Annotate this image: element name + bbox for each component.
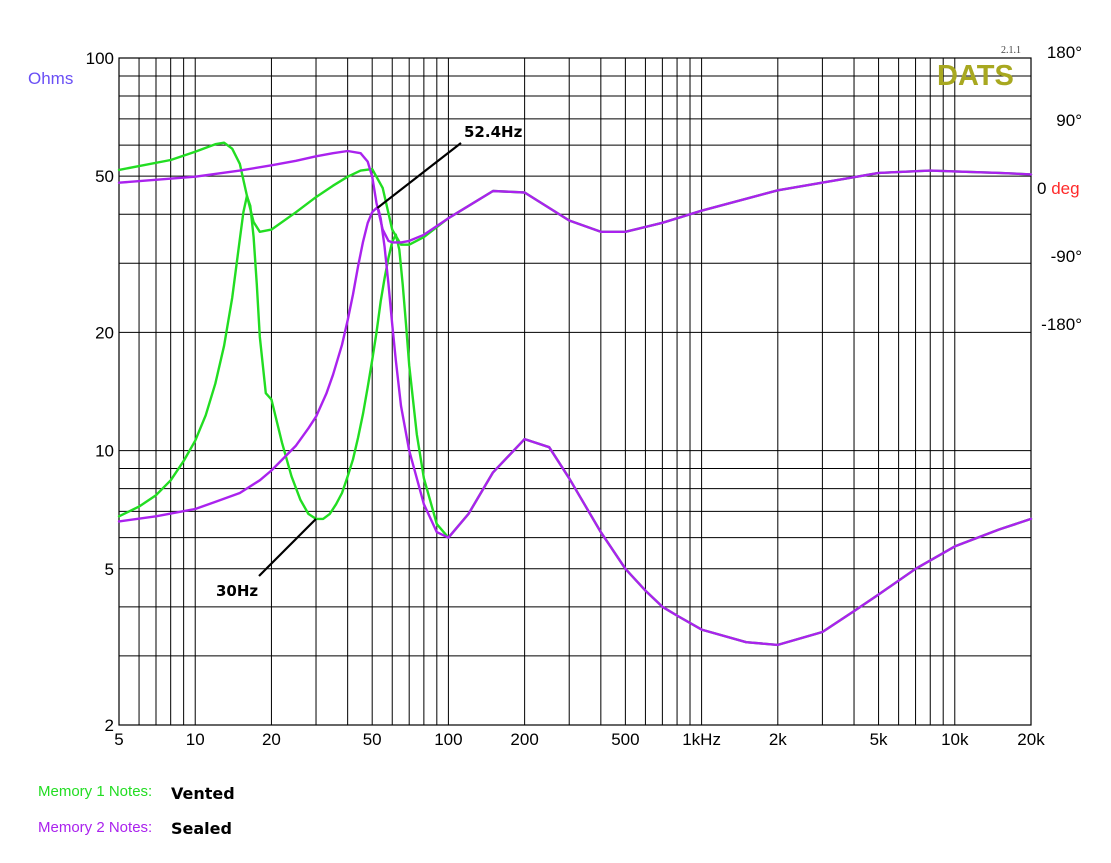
y-tick-label: 50 (95, 167, 114, 186)
series-line-sealed-phase (117, 149, 1033, 244)
annotation-leader-52hz (376, 142, 462, 209)
y-tick-label: 20 (95, 323, 114, 342)
x-tick-label: 10k (941, 730, 969, 749)
memory-2-notes-label: Memory 2 Notes: (38, 819, 153, 836)
y-axis-label: Ohms (28, 69, 73, 88)
x-tick-label: 100 (434, 730, 462, 749)
series-layer (117, 141, 1033, 647)
memory-1-notes-value: Vented (171, 784, 235, 803)
y-tick-label: 2 (105, 716, 114, 735)
annotation-leader-30hz (258, 518, 317, 577)
x-tick-label: 50 (363, 730, 382, 749)
phase-tick-label: 0 deg (1037, 179, 1080, 198)
x-tick-label: 20 (262, 730, 281, 749)
series-line-vented-phase (117, 141, 1033, 246)
x-tick-label: 200 (510, 730, 538, 749)
x-tick-label: 10 (186, 730, 205, 749)
x-tick-label: 1kHz (682, 730, 721, 749)
phase-tick-label: 180° (1047, 43, 1082, 62)
annotations: 52.4Hz 30Hz (216, 123, 523, 600)
version-label: 2.1.1 (1001, 45, 1021, 56)
series-line-sealed-impedance (117, 206, 1033, 647)
x-tick-label: 500 (611, 730, 639, 749)
plot-frame (118, 57, 1032, 726)
grid (118, 57, 1032, 726)
phase-tick-label: -90° (1051, 247, 1082, 266)
memory-2-notes-value: Sealed (171, 819, 232, 838)
tick-labels: 5 10 20 50 100 200 500 1kHz 2k 5k 10k 20k 100 50 20 10 5… (86, 43, 1082, 749)
annotation-label-52hz: 52.4Hz (464, 123, 523, 141)
phase-tick-label: -180° (1041, 315, 1082, 334)
x-tick-label: 5 (114, 730, 123, 749)
dats-logo: DATS (937, 60, 1014, 92)
y-tick-label: 10 (95, 442, 114, 461)
memory-1-notes-label: Memory 1 Notes: (38, 783, 153, 800)
x-tick-label: 2k (769, 730, 787, 749)
y-tick-label: 5 (105, 560, 114, 579)
x-tick-label: 20k (1017, 730, 1045, 749)
x-tick-label: 5k (870, 730, 888, 749)
phase-tick-label: 90° (1056, 111, 1082, 130)
annotation-label-30hz: 30Hz (216, 582, 258, 600)
y-tick-label: 100 (86, 49, 114, 68)
